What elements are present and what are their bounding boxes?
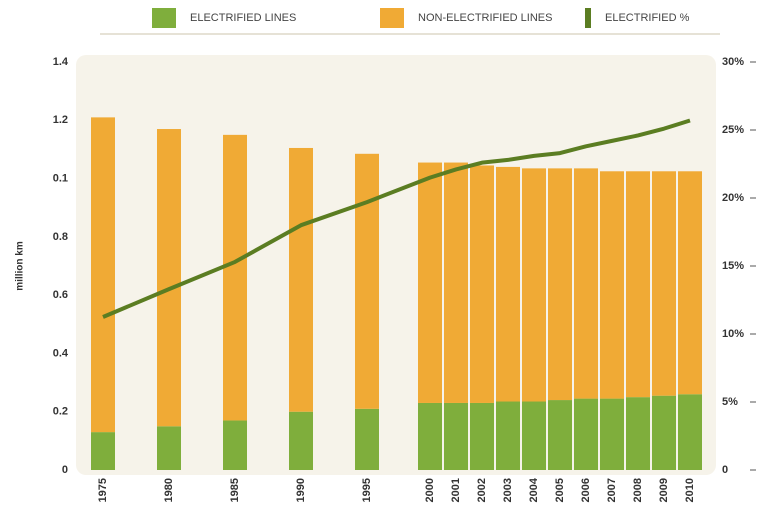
bar-segment (223, 134, 247, 421)
bar-segment (418, 162, 442, 403)
bar-segment (678, 171, 702, 395)
bar-segment (418, 402, 442, 470)
y2-tick-label: 0 (722, 464, 728, 476)
y-axis-label: million km (15, 241, 26, 291)
x-tick-label: 2010 (684, 478, 696, 502)
y2-tick-label: 30% (722, 56, 744, 68)
bar-segment (600, 171, 624, 399)
bar-segment (157, 426, 181, 470)
bar-segment (496, 401, 520, 470)
x-tick-label: 2005 (554, 478, 566, 502)
bar-segment (652, 171, 676, 396)
line (102, 118, 691, 319)
x-tick-label: 1980 (163, 478, 175, 502)
bar-segment (678, 394, 702, 470)
legend-swatch (152, 8, 176, 28)
bar-segment (91, 432, 115, 470)
x-tick-label: 2009 (658, 478, 670, 502)
bar-segment (91, 117, 115, 433)
x-tick-label: 2002 (476, 478, 488, 502)
x-tick-label: 1985 (229, 478, 241, 502)
bar-segment (600, 398, 624, 470)
y2-tick-label: 20% (722, 192, 744, 204)
legend-label: ELECTRIFIED % (605, 12, 690, 24)
y-tick-label: 0.8 (53, 231, 68, 243)
bar-segment (574, 168, 598, 399)
legend-swatch (380, 8, 404, 28)
legend-label: ELECTRIFIED LINES (190, 12, 296, 24)
bar-segment (626, 171, 650, 398)
y2-tick-label: 10% (722, 328, 744, 340)
bar-segment (470, 165, 494, 403)
y-tick-label: 0.1 (53, 172, 68, 184)
bar-segment (574, 398, 598, 470)
bar-segment (444, 162, 468, 403)
bar-segment (289, 411, 313, 470)
y2-tick-label: 5% (722, 396, 738, 408)
y-tick-label: 0.2 (53, 406, 68, 418)
x-tick-label: 2007 (606, 478, 618, 502)
x-tick-label: 2006 (580, 478, 592, 502)
x-tick-label: 1995 (361, 478, 373, 502)
x-tick-label: 1990 (295, 478, 307, 502)
legend-swatch (585, 8, 591, 28)
bar-segment (157, 129, 181, 427)
y-tick-label: 1.2 (53, 114, 68, 126)
y-tick-label: 0.4 (53, 347, 69, 359)
bar-segment (522, 401, 546, 470)
y2-tick-label: 25% (722, 124, 744, 136)
bar-segment (522, 168, 546, 402)
x-tick-label: 2004 (528, 477, 540, 502)
bar-segment (652, 395, 676, 470)
y-tick-label: 1.4 (53, 56, 69, 68)
x-tick-label: 2008 (632, 478, 644, 502)
x-tick-label: 2001 (450, 478, 462, 502)
bar-segment (355, 153, 379, 409)
y-tick-label: 0.6 (53, 289, 68, 301)
bar-segment (289, 147, 313, 412)
x-tick-label: 1975 (97, 478, 109, 502)
bar-segment (355, 408, 379, 470)
bar-segment (470, 402, 494, 470)
bar-segment (548, 400, 572, 470)
bar-segment (444, 402, 468, 470)
bar-segment (496, 166, 520, 402)
y-tick-label: 0 (62, 464, 68, 476)
y2-tick-label: 15% (722, 260, 744, 272)
bar-segment (548, 168, 572, 401)
legend-label: NON-ELECTRIFIED LINES (418, 12, 552, 24)
bar-segment (223, 420, 247, 470)
x-tick-label: 2000 (424, 478, 436, 502)
x-tick-label: 2003 (502, 478, 514, 502)
bar-segment (626, 397, 650, 470)
